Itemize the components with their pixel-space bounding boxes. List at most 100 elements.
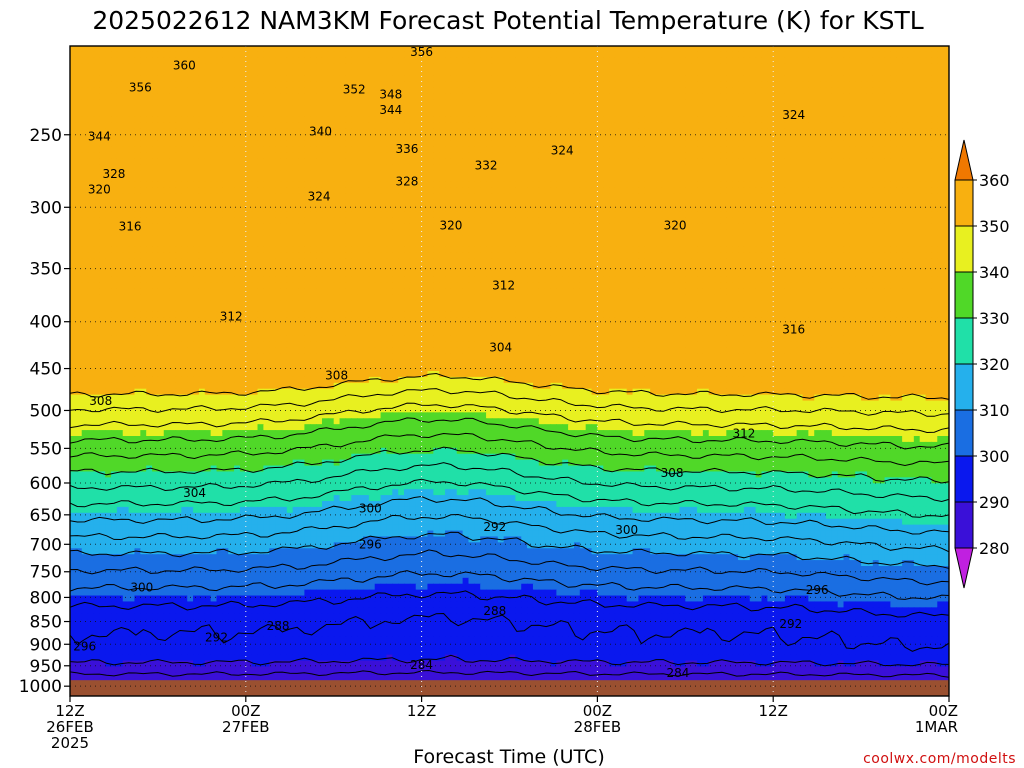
isentrope-300	[70, 654, 949, 667]
x-tick-label-60-0: 00Z	[929, 702, 958, 720]
y-tick-label-650: 650	[30, 506, 62, 526]
contour-label-19: 316	[782, 323, 805, 337]
y-tick-label-550: 550	[30, 439, 62, 459]
contour-label-2: 356	[410, 45, 433, 59]
contour-label-1: 356	[129, 81, 152, 95]
contour-label-27: 304	[489, 341, 512, 355]
isentrope-344	[70, 432, 949, 467]
x-tick-label-60-1: 1MAR	[915, 718, 958, 736]
isentrope-336	[70, 462, 949, 503]
contour-label-35: 292	[483, 520, 506, 534]
contour-label-23: 308	[89, 394, 112, 408]
contour-label-6: 344	[88, 129, 111, 143]
isentrope-348	[70, 417, 949, 450]
colorbar-top-tip	[954, 139, 974, 181]
contour-label-17: 320	[664, 218, 687, 232]
contour-label-29: 300	[359, 502, 382, 516]
x-axis-title: Forecast Time (UTC)	[413, 746, 604, 768]
contour-label-28: 300	[130, 580, 153, 594]
colorbar-box-1	[954, 225, 974, 273]
y-tick-label-450: 450	[30, 360, 62, 380]
isentrope-312	[70, 570, 949, 600]
y-axis: 2503003504004505005506006507007508008509…	[19, 126, 70, 697]
isentrope-340	[70, 446, 949, 484]
y-tick-label-400: 400	[30, 313, 62, 333]
contour-label-8: 336	[395, 142, 418, 156]
colorbar-label-310: 310	[979, 401, 1010, 420]
contour-label-4: 348	[379, 88, 402, 102]
y-tick-label-500: 500	[30, 401, 62, 421]
isentrope-320	[70, 531, 949, 569]
contour-label-15: 320	[88, 183, 111, 197]
contour-label-9: 332	[475, 158, 498, 172]
contour-label-20: 312	[220, 310, 243, 324]
isentrope-356	[70, 388, 949, 417]
isentrope-352	[70, 402, 949, 434]
contour-label-31: 296	[73, 639, 96, 653]
colorbar-box-3	[954, 317, 974, 365]
contour-label-13: 324	[782, 108, 805, 122]
contour-label-7: 340	[309, 125, 332, 139]
contour-label-10: 328	[102, 167, 125, 181]
chart-title: 2025022612 NAM3KM Forecast Potential Tem…	[92, 6, 923, 35]
plot-area	[70, 46, 949, 696]
contour-label-3: 352	[343, 82, 366, 96]
contour-label-34: 292	[205, 631, 228, 645]
x-tick-label-0-1: 26FEB	[46, 718, 93, 736]
credit-link[interactable]: coolwx.com/modelts	[863, 751, 1016, 767]
contour-label-25: 308	[661, 466, 684, 480]
y-tick-label-1000: 1000	[19, 677, 62, 697]
colorbar-label-360: 360	[979, 171, 1010, 190]
contour-label-36: 292	[779, 617, 802, 631]
y-tick-label-900: 900	[30, 635, 62, 655]
contour-label-30: 300	[615, 523, 638, 537]
contour-label-18: 316	[119, 220, 142, 234]
colorbar-box-0	[954, 179, 974, 227]
y-tick-label-850: 850	[30, 613, 62, 633]
contour-label-0: 360	[173, 58, 196, 72]
x-tick-label-36-1: 28FEB	[574, 718, 621, 736]
isentrope-308	[70, 590, 949, 618]
x-tick-label-24-0: 12Z	[407, 702, 436, 720]
y-tick-label-750: 750	[30, 563, 62, 583]
colorbar-label-320: 320	[979, 355, 1010, 374]
colorbar-label-300: 300	[979, 447, 1010, 466]
y-tick-label-950: 950	[30, 657, 62, 677]
isentrope-328	[70, 495, 949, 535]
ground-strip	[70, 680, 949, 696]
contour-label-22: 312	[732, 427, 755, 441]
y-tick-label-600: 600	[30, 474, 62, 494]
contour-label-14: 324	[308, 190, 331, 204]
contour-label-11: 328	[395, 174, 418, 188]
isentrope-contours	[70, 372, 949, 697]
contour-label-33: 296	[806, 583, 829, 597]
contour-label-5: 344	[379, 103, 402, 117]
colorbar-box-2	[954, 271, 974, 319]
contour-label-16: 320	[439, 218, 462, 232]
y-tick-label-250: 250	[30, 126, 62, 146]
colorbar: 360 350 340 330 320 310 300 290 280	[954, 139, 1010, 589]
contour-label-12: 324	[551, 143, 574, 157]
isentrope-324	[70, 513, 949, 553]
x-tick-label-12-0: 00Z	[231, 702, 260, 720]
colorbar-bottom-tip	[954, 547, 974, 589]
colorbar-box-6	[954, 455, 974, 503]
isentrope-316	[70, 549, 949, 586]
y-tick-label-350: 350	[30, 260, 62, 280]
contour-label-38: 288	[483, 604, 506, 618]
contour-label-32: 296	[359, 537, 382, 551]
x-tick-label-0-2: 2025	[51, 734, 89, 752]
x-tick-label-36-0: 00Z	[583, 702, 612, 720]
colorbar-label-330: 330	[979, 309, 1010, 328]
isentrope-332	[70, 478, 949, 518]
contour-label-40: 284	[667, 666, 690, 680]
x-tick-label-0-0: 12Z	[55, 702, 84, 720]
colorbar-box-4	[954, 363, 974, 411]
isentrope-304	[70, 612, 949, 652]
contour-label-37: 288	[267, 619, 290, 633]
colorbar-label-280: 280	[979, 539, 1010, 558]
x-tick-label-48-0: 12Z	[759, 702, 788, 720]
